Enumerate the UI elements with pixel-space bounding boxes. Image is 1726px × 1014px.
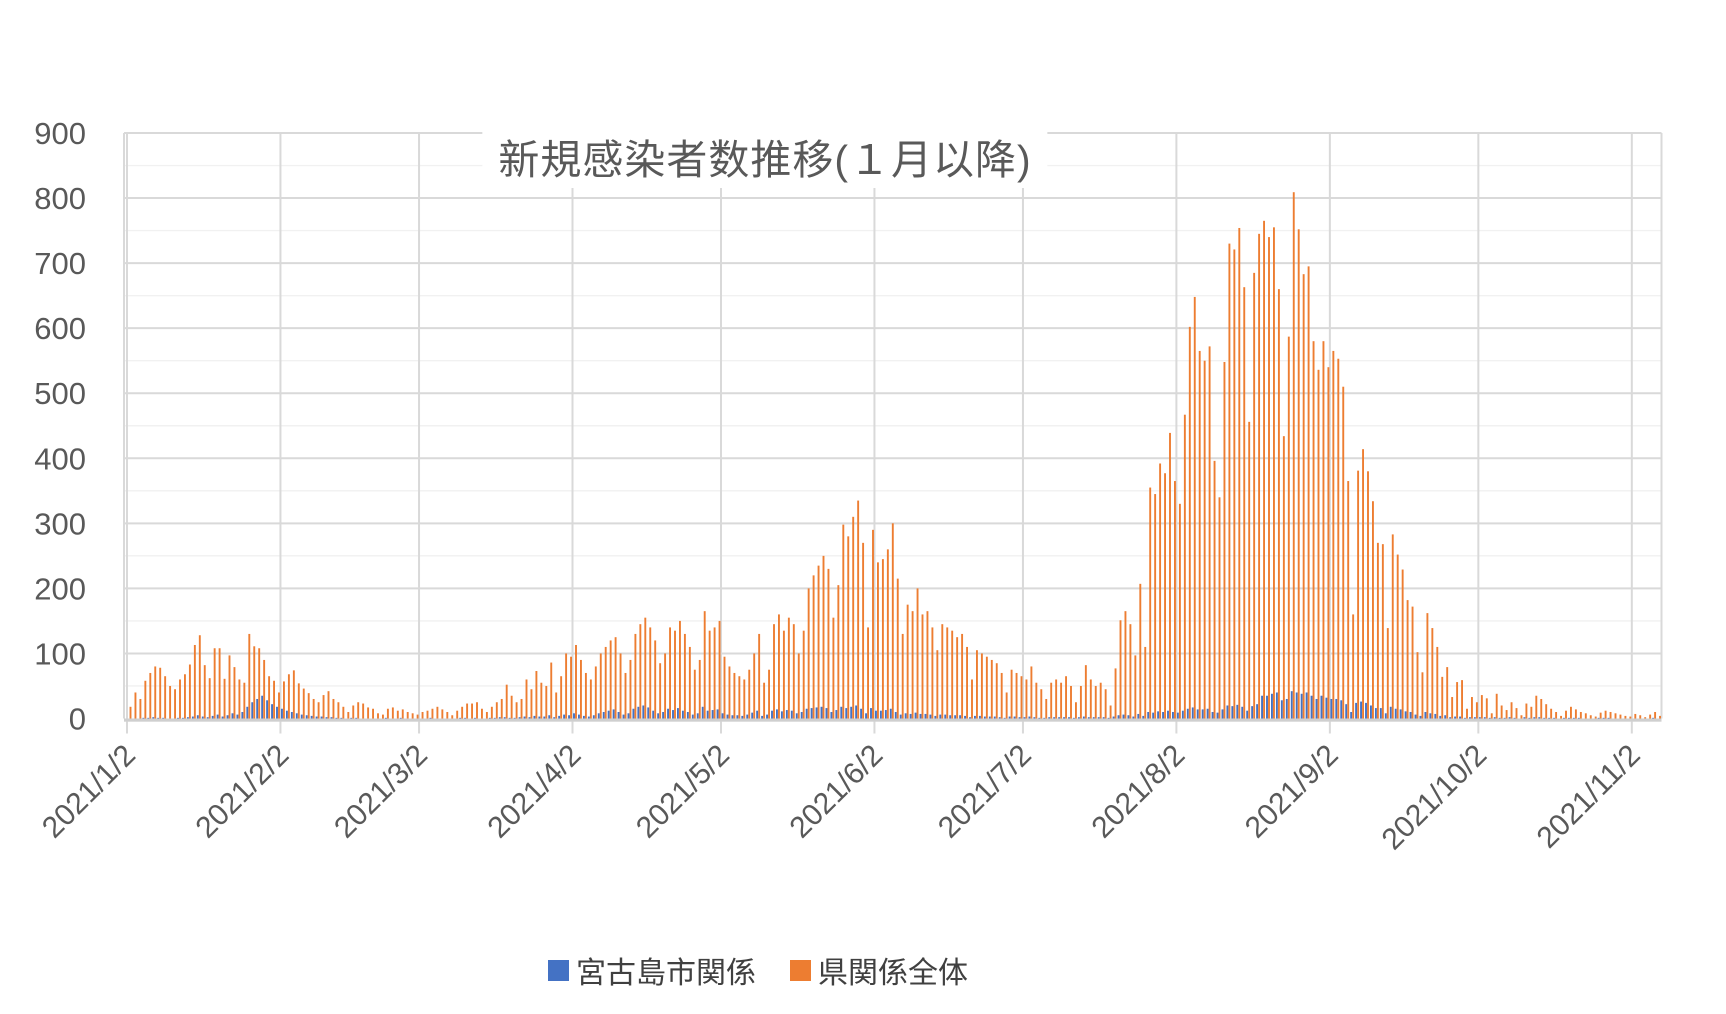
svg-text:2021/9/2: 2021/9/2 <box>1239 739 1345 845</box>
svg-text:2021/2/2: 2021/2/2 <box>189 739 295 845</box>
svg-text:500: 500 <box>34 376 86 411</box>
y-axis-labels: 0 100 200 300 400 500 600 700 800 900 <box>34 116 86 737</box>
svg-text:2021/10/2: 2021/10/2 <box>1376 739 1494 857</box>
svg-text:2021/4/2: 2021/4/2 <box>482 739 588 845</box>
x-axis-labels: 2021/1/2 2021/2/2 2021/3/2 2021/4/2 2021/5/2… <box>36 739 1647 857</box>
svg-text:700: 700 <box>34 246 86 281</box>
x-axis-line <box>124 718 1662 734</box>
gridlines-vertical <box>123 133 1663 719</box>
svg-text:600: 600 <box>34 311 86 346</box>
svg-text:200: 200 <box>34 571 86 606</box>
legend-swatch-prefecture-icon <box>790 959 811 981</box>
legend: 宮古島市関係 県関係全体 <box>548 948 968 992</box>
svg-text:2021/7/2: 2021/7/2 <box>932 739 1038 845</box>
legend-item-prefecture: 県関係全体 <box>790 948 968 992</box>
chart-title: 新規感染者数推移(１月以降) <box>482 124 1048 188</box>
svg-text:2021/11/2: 2021/11/2 <box>1531 739 1647 855</box>
svg-text:2021/6/2: 2021/6/2 <box>783 739 889 845</box>
svg-text:2021/8/2: 2021/8/2 <box>1085 739 1191 845</box>
svg-text:100: 100 <box>34 636 86 671</box>
series-prefecture-bars <box>129 192 1661 719</box>
legend-label-prefecture: 県関係全体 <box>818 957 968 990</box>
legend-swatch-miyakojima-icon <box>548 959 569 981</box>
series-miyakojima-bars <box>142 691 1655 719</box>
svg-text:0: 0 <box>69 702 86 737</box>
svg-text:2021/3/2: 2021/3/2 <box>328 739 434 845</box>
svg-text:2021/1/2: 2021/1/2 <box>36 739 142 845</box>
svg-text:2021/5/2: 2021/5/2 <box>630 739 736 845</box>
legend-label-miyakojima: 宮古島市関係 <box>576 957 756 990</box>
svg-text:800: 800 <box>34 181 86 216</box>
svg-text:400: 400 <box>34 441 86 476</box>
svg-text:300: 300 <box>34 506 86 541</box>
legend-item-miyakojima: 宮古島市関係 <box>548 948 756 992</box>
svg-text:900: 900 <box>34 116 86 151</box>
